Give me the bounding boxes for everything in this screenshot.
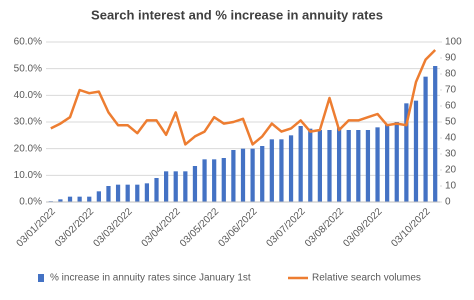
- bar: [279, 139, 284, 202]
- bar: [394, 122, 399, 202]
- bar: [365, 130, 371, 202]
- y2-tick-label: 40: [445, 133, 457, 144]
- y2-tick-label: 0: [445, 197, 451, 208]
- bar: [173, 171, 178, 202]
- bar: [58, 199, 63, 202]
- bar: [413, 100, 419, 202]
- legend-label: % increase in annuity rates since Januar…: [50, 273, 251, 284]
- y2-tick-label: 90: [445, 53, 457, 64]
- bar: [212, 159, 217, 202]
- y2-tick-label: 100: [445, 37, 462, 48]
- bar: [423, 76, 428, 202]
- bar: [260, 146, 265, 202]
- y2-tick-label: 10: [445, 181, 457, 192]
- bar: [288, 135, 294, 202]
- bar: [192, 166, 198, 202]
- y-tick-label: 10.0%: [14, 170, 42, 181]
- line: [50, 49, 437, 146]
- y-tick-label: 50.0%: [14, 63, 42, 74]
- bar: [308, 128, 313, 202]
- bar: [375, 127, 380, 202]
- bar: [356, 130, 361, 202]
- legend-label: Relative search volumes: [312, 273, 421, 284]
- y2-tick-label: 30: [445, 149, 457, 160]
- bar: [404, 103, 409, 202]
- bar: [77, 196, 82, 202]
- bar: [202, 159, 207, 202]
- bar: [135, 184, 140, 202]
- y-tick-label: 0.0%: [19, 197, 42, 208]
- bar: [231, 150, 236, 202]
- y2-tick-label: 70: [445, 85, 457, 96]
- y-tick-label: 40.0%: [14, 90, 42, 101]
- y-tick-label: 20.0%: [14, 143, 42, 154]
- bar: [125, 184, 130, 202]
- bar: [269, 139, 274, 202]
- y2-tick-label: 50: [445, 117, 457, 128]
- bar: [106, 186, 111, 202]
- y2-tick-label: 80: [445, 69, 457, 80]
- y-tick-label: 60.0%: [14, 37, 42, 48]
- bar: [164, 171, 169, 202]
- bar: [346, 130, 351, 202]
- bar: [250, 148, 255, 202]
- bar: [87, 196, 92, 202]
- bar: [221, 158, 226, 202]
- bar: [154, 178, 159, 202]
- bar: [240, 148, 246, 202]
- bar: [96, 191, 101, 202]
- bar: [385, 124, 390, 202]
- bar: [327, 130, 332, 202]
- y2-tick-label: 60: [445, 101, 457, 112]
- bar: [317, 130, 322, 202]
- bar: [67, 196, 73, 202]
- legend-swatch: [38, 274, 44, 282]
- chart-title: Search interest and % increase in annuit…: [91, 7, 383, 22]
- y2-tick-label: 20: [445, 165, 457, 176]
- bar: [336, 127, 342, 202]
- bar: [183, 171, 188, 202]
- y-tick-label: 30.0%: [14, 117, 42, 128]
- bar: [298, 126, 303, 202]
- bar: [433, 66, 438, 202]
- bar: [115, 184, 121, 202]
- bar: [144, 183, 150, 202]
